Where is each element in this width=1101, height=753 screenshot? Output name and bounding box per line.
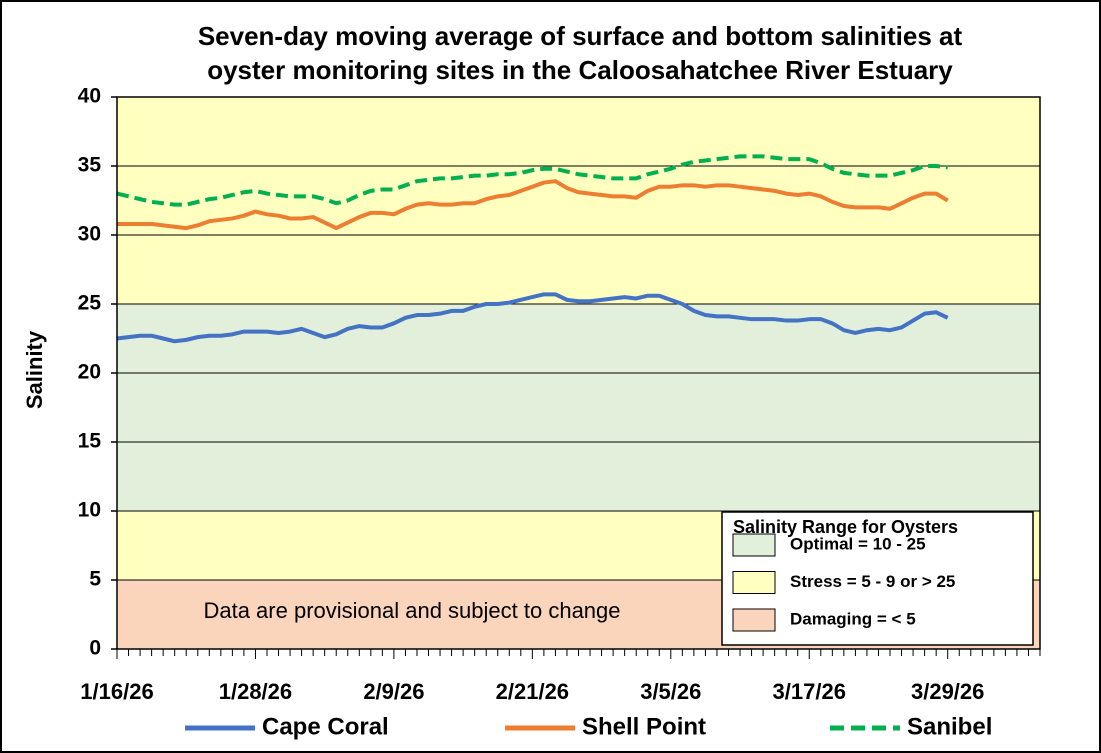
zone-band [117, 304, 1040, 511]
zone-swatch [732, 533, 776, 557]
y-tick-label: 0 [89, 637, 101, 660]
y-tick-label: 40 [78, 85, 101, 108]
series-line [117, 179, 949, 231]
zone-legend-title: Salinity Range for Oysters [733, 517, 958, 537]
zone-band [117, 97, 1040, 304]
y-tick-label: 10 [78, 499, 101, 522]
y-tick-label: 20 [78, 361, 101, 384]
lines [116, 154, 949, 344]
legend-label: Sanibel [907, 713, 992, 740]
chart-title: Seven-day moving average of surface and … [198, 21, 963, 51]
legend-label: Cape Coral [262, 713, 389, 740]
x-tick-label: 3/17/26 [773, 679, 846, 704]
zone-label: Stress = 5 - 9 or > 25 [790, 572, 955, 591]
zone-label: Damaging = < 5 [790, 609, 916, 628]
y-tick-label: 30 [78, 223, 101, 246]
series-line [116, 154, 948, 207]
zone-swatch [732, 608, 776, 632]
zone-label: Optimal = 10 - 25 [790, 534, 926, 553]
x-tick-label: 2/9/26 [363, 679, 424, 704]
x-tick-label: 1/28/26 [219, 679, 292, 704]
y-tick-label: 35 [78, 154, 102, 177]
zone-swatch [732, 571, 776, 594]
y-tick-label: 5 [89, 568, 101, 591]
x-tick-label: 2/21/26 [496, 679, 569, 704]
x-tick-label: 3/5/26 [640, 679, 701, 704]
y-tick-label: 15 [78, 430, 102, 453]
series-line [116, 292, 949, 344]
annotation: Data are provisional and subject to chan… [203, 598, 620, 623]
y-axis-label: Salinity [22, 330, 47, 409]
x-tick-label: 3/29/26 [911, 679, 984, 704]
y-tick-label: 25 [78, 292, 102, 315]
legend-label: Shell Point [582, 713, 706, 740]
x-tick-label: 1/16/26 [80, 679, 153, 704]
chart-title: oyster monitoring sites in the Caloosaha… [207, 55, 953, 85]
